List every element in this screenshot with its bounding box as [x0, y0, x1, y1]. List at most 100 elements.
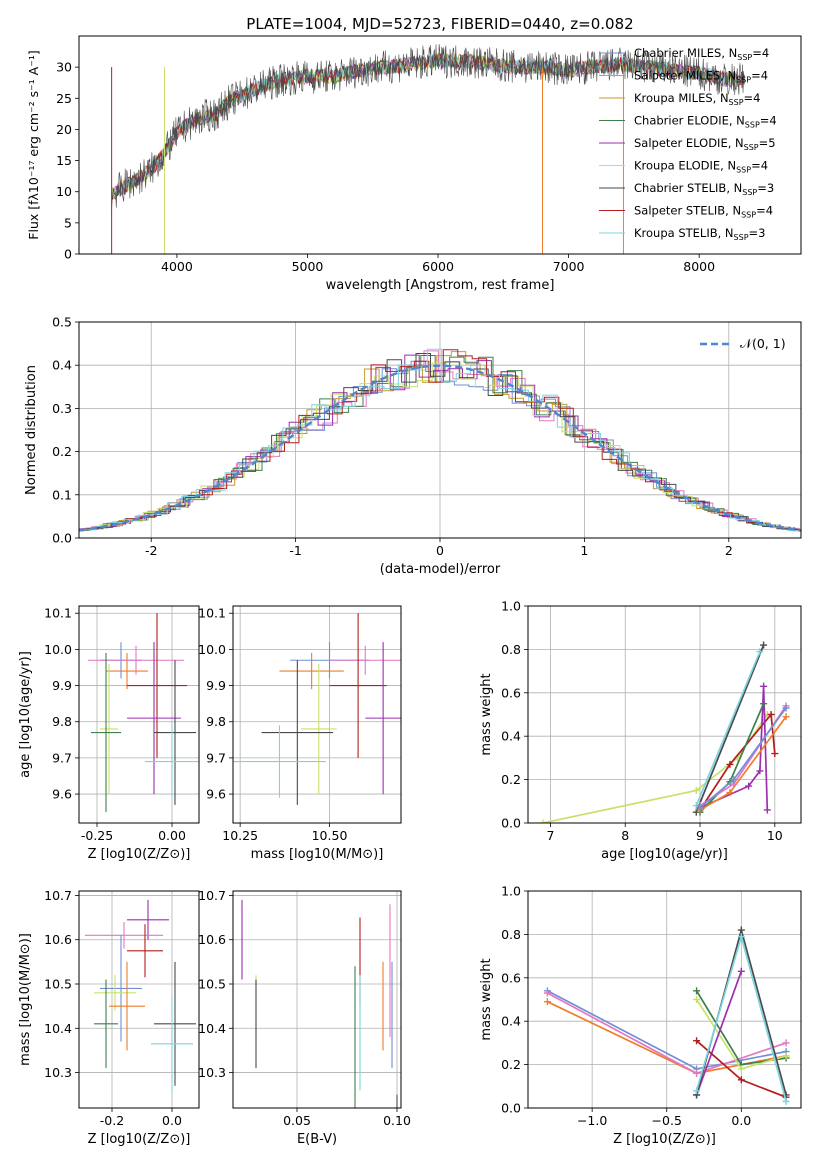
mass_weight_vs_Z-frame [527, 890, 802, 1109]
y-tick-label: 5 [64, 215, 72, 230]
errorbar-point [106, 653, 148, 690]
x-tick-label: -0.25 [81, 828, 113, 843]
errorbar-point [94, 979, 118, 1069]
mass-weight-marker [756, 648, 764, 656]
mass-weight-marker [782, 1039, 790, 1047]
x-tick-label: 8000 [683, 259, 715, 274]
mass-weight-marker [760, 682, 768, 690]
age_vs_Z-x-label: Z [log10(Z/Z⊙)] [88, 847, 191, 862]
mass_weight_vs_age-y-label: mass weight [479, 673, 494, 755]
errorbar-point [94, 975, 136, 1011]
mass_vs_Z-grid [79, 891, 199, 1108]
mass-weight-line [699, 707, 787, 809]
mass_vs_Z-ticks: -0.2 0.0 10.3 10.4 10.5 10.6 10.7 [44, 888, 182, 1128]
mass-weight-marker [693, 1069, 701, 1077]
x-tick-label: −0.5 [652, 1113, 682, 1128]
mass_weight_vs_age-plot-area [539, 641, 790, 823]
mass_weight_vs_age-x-label: age [log10(age/yr)] [601, 847, 728, 862]
y-tick-label: 9.9 [52, 678, 72, 693]
spectrum-frame [78, 35, 802, 255]
y-tick-label: 0.0 [501, 1101, 521, 1116]
errorbar-point [261, 660, 334, 805]
residuals-y-label: Normed distribution [24, 365, 39, 495]
x-tick-label: 10.50 [312, 828, 348, 843]
residuals-frame [78, 321, 802, 539]
x-tick-label: 1 [580, 543, 588, 558]
y-tick-label: 10.5 [198, 977, 226, 992]
mass-weight-marker [782, 704, 790, 712]
y-tick-label: 15 [56, 153, 72, 168]
age_vs_Z-y-label: age [log10(age/yr)] [18, 651, 33, 778]
mass-weight-line [695, 971, 743, 1096]
errorbar-point [85, 922, 163, 949]
y-tick-label: 10.3 [44, 1065, 72, 1080]
x-tick-label: 7 [546, 828, 554, 843]
mass_vs_Z-panel: -0.2 0.0 10.3 10.4 10.5 10.6 10.7 Z [log10(Z/Z⊙… [18, 888, 200, 1147]
y-tick-label: 0.2 [501, 1057, 521, 1072]
y-tick-label: 9.6 [52, 787, 72, 802]
mass_vs_Z-x-label: Z [log10(Z/Z⊙)] [88, 1132, 191, 1147]
y-tick-label: 10.3 [198, 1065, 226, 1080]
mass-weight-marker [730, 776, 738, 784]
legend-label: Chabrier ELODIE, NSSP=4 [634, 114, 777, 130]
mass-weight-marker [737, 1065, 745, 1073]
y-tick-label: 0.3 [52, 401, 72, 416]
age_vs_Z-grid [79, 606, 199, 823]
residuals-ticks: -2 -1 0 1 2 0.0 0.1 0.2 0.3 0.4 0.5 [52, 315, 733, 559]
mass-weight-marker [737, 967, 745, 975]
y-tick-label: 0.5 [52, 315, 72, 330]
mass_vs_Z-plot-area [85, 899, 196, 1093]
mass-weight-marker [760, 700, 768, 708]
y-tick-label: 20 [56, 122, 72, 137]
y-tick-label: 0 [64, 247, 72, 262]
mass-weight-marker [539, 819, 547, 823]
legend-label: Salpeter MILES, NSSP=4 [634, 69, 768, 85]
y-tick-label: 0.1 [52, 487, 72, 502]
legend-label: Chabrier STELIB, NSSP=3 [634, 181, 774, 197]
residuals-x-label: (data-model)/error [380, 562, 501, 577]
y-tick-label: 0.4 [501, 729, 521, 744]
mass-weight-marker [693, 1037, 701, 1045]
mass-weight-line [542, 714, 768, 823]
y-tick-label: 0.4 [501, 1014, 521, 1029]
y-tick-label: 10.6 [44, 932, 72, 947]
errorbar-point [279, 653, 344, 690]
age_vs_mass-plot-area [233, 613, 401, 805]
mass_weight_vs_Z-y-label: mass weight [479, 958, 494, 1040]
mass-weight-line [695, 644, 765, 813]
y-tick-label: 10.0 [44, 642, 72, 657]
x-tick-label: 10.25 [222, 828, 258, 843]
mass_weight_vs_Z-plot-area [543, 926, 790, 1105]
mass-weight-marker [760, 641, 768, 649]
mass_vs_ebv-grid [233, 891, 401, 1108]
errorbar-point [109, 961, 145, 1051]
x-tick-label: 0.00 [158, 828, 186, 843]
legend-label: 𝒩(0, 1) [740, 336, 786, 351]
mass-weight-marker [726, 789, 734, 797]
x-tick-label: 7000 [553, 259, 585, 274]
y-tick-label: 9.8 [52, 714, 72, 729]
y-tick-label: 0.0 [501, 816, 521, 831]
residual-histogram [79, 348, 801, 532]
errorbar-point [151, 995, 193, 1093]
mass_weight_vs_Z-panel: −1.0 −0.5 0.0 0.0 0.2 0.4 0.6 0.8 1.0 Z [log10(Z/… [479, 884, 802, 1147]
x-tick-label: 0.0 [162, 1113, 182, 1128]
mass-weight-marker [745, 782, 753, 790]
errorbar-point [127, 613, 187, 758]
legend-label: Kroupa STELIB, NSSP=3 [634, 226, 765, 242]
mass-weight-marker [767, 711, 775, 718]
mass-weight-marker [782, 1052, 790, 1060]
mass_weight_vs_age-grid [528, 605, 801, 824]
x-tick-label: 8 [621, 828, 629, 843]
mass-weight-marker [543, 998, 551, 1006]
errorbar-point [329, 613, 387, 758]
age_vs_mass-panel: 10.25 10.50 9.6 9.7 9.8 9.9 10.0 10.1 mass [log1… [198, 605, 402, 862]
mass_weight_vs_age-frame [527, 605, 802, 824]
errorbar-point [88, 645, 184, 675]
y-tick-label: 10.7 [198, 888, 226, 903]
x-tick-label: 0.0 [731, 1113, 751, 1128]
x-tick-label: −1.0 [577, 1113, 607, 1128]
x-tick-label: -0.2 [100, 1113, 124, 1128]
spectrum-y-label: Flux [fλ10⁻¹⁷ erg cm⁻² s⁻¹ A⁻¹] [26, 50, 41, 239]
